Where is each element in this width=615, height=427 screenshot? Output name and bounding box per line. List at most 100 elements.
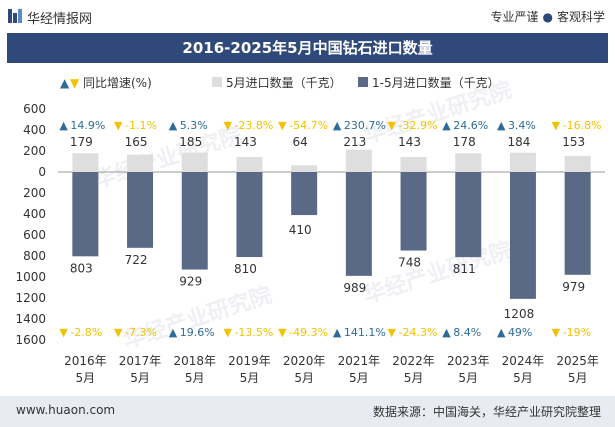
footer: www.huaon.com 数据来源：中国海关，华经产业研究院整理	[0, 396, 615, 427]
bar-monthly	[291, 165, 318, 172]
x-tick-label: 5月	[404, 371, 424, 385]
value-label-cumulative: 722	[125, 253, 148, 267]
x-tick-label: 2021年	[338, 354, 381, 368]
x-tick-label: 2018年	[173, 354, 216, 368]
top-bar: 华经情报网 专业严谨 ● 客观科学	[0, 0, 615, 32]
value-label-cumulative: 811	[453, 262, 476, 276]
y-tick-label: 400	[23, 207, 46, 221]
x-tick-label: 5月	[294, 371, 314, 385]
growth-cumulative-label: 49%	[508, 326, 532, 339]
value-label-cumulative: 410	[289, 223, 312, 237]
growth-down-icon: ▼	[388, 119, 397, 132]
bar-cumulative	[400, 172, 427, 251]
value-label-monthly: 178	[453, 135, 476, 149]
y-tick-label: 0	[38, 165, 46, 179]
bar-cumulative	[72, 172, 99, 257]
bar-monthly	[127, 154, 154, 172]
x-tick-label: 5月	[76, 371, 96, 385]
growth-monthly-label: 24.6%	[453, 119, 488, 132]
y-tick-label: 600	[23, 102, 46, 116]
growth-up-icon: ▲	[442, 326, 451, 339]
bar-monthly	[400, 156, 427, 172]
value-label-cumulative: 989	[343, 281, 366, 295]
bar-monthly	[509, 152, 536, 172]
site-name: 华经情报网	[27, 12, 93, 27]
growth-down-icon: ▼	[223, 326, 232, 339]
growth-down-icon: ▼	[388, 326, 397, 339]
value-label-monthly: 64	[293, 135, 308, 149]
y-tick-label: 1400	[15, 312, 46, 326]
growth-monthly-label: 3.4%	[508, 119, 536, 132]
bar-cumulative	[127, 172, 154, 248]
value-label-cumulative: 929	[179, 275, 202, 289]
x-tick-label: 5月	[568, 371, 588, 385]
legend-monthly-swatch	[212, 77, 222, 87]
y-tick-label: 400	[23, 123, 46, 137]
footer-url[interactable]: www.huaon.com	[16, 403, 116, 417]
x-tick-label: 5月	[185, 371, 205, 385]
logo-icon	[8, 9, 22, 23]
growth-monthly-label: -16.8%	[563, 119, 602, 132]
growth-monthly-label: -23.8%	[234, 119, 273, 132]
x-tick-label: 2017年	[119, 354, 162, 368]
growth-cumulative-label: 8.4%	[453, 326, 481, 339]
slogan-b: 客观科学	[556, 10, 605, 24]
value-label-monthly: 184	[507, 135, 530, 149]
growth-cumulative-label: -2.8%	[70, 326, 102, 339]
footer-source: 数据来源：中国海关，华经产业研究院整理	[372, 405, 601, 419]
growth-down-icon: ▼	[552, 119, 561, 132]
legend: ▲ ▼ 同比增速(%) 5月进口数量（千克） 1-5月进口数量（千克）	[60, 75, 500, 90]
x-tick-label: 5月	[130, 371, 150, 385]
bar-monthly	[564, 155, 591, 172]
growth-down-icon: ▼	[114, 119, 123, 132]
value-label-cumulative: 748	[398, 256, 421, 270]
growth-down-icon: ▼	[278, 326, 287, 339]
x-tick-label: 5月	[349, 371, 369, 385]
y-tick-label: 800	[23, 249, 46, 263]
growth-down-icon: ▼	[278, 119, 287, 132]
value-label-cumulative: 810	[234, 262, 257, 276]
x-tick-label: 2025年	[556, 354, 599, 368]
growth-cumulative-label: 19.6%	[180, 326, 215, 339]
growth-cumulative-label: -7.3%	[125, 326, 157, 339]
bar-cumulative	[455, 172, 482, 258]
legend-growth-label: 同比增速(%)	[83, 76, 152, 90]
growth-up-icon: ▲	[169, 119, 178, 132]
growth-down-icon: ▼	[223, 119, 232, 132]
growth-cumulative-label: -49.3%	[289, 326, 328, 339]
value-label-monthly: 153	[562, 135, 585, 149]
value-label-monthly: 143	[234, 135, 257, 149]
slogan: 专业严谨 ● 客观科学	[490, 8, 605, 25]
growth-monthly-label: -32.9%	[399, 119, 438, 132]
growth-cumulative-label: -19%	[563, 326, 591, 339]
x-tick-label: 5月	[513, 371, 533, 385]
x-tick-label: 2023年	[447, 354, 490, 368]
growth-up-icon: ▲	[333, 119, 342, 132]
slogan-a: 专业严谨	[490, 10, 539, 24]
chart-title: 2016-2025年5月中国钻石进口数量	[7, 33, 608, 63]
value-label-monthly: 165	[125, 135, 148, 149]
y-tick-label: 1000	[15, 270, 46, 284]
growth-cumulative-label: -13.5%	[234, 326, 273, 339]
bar-monthly	[236, 156, 263, 172]
bar-cumulative	[509, 172, 536, 299]
x-tick-label: 2020年	[283, 354, 326, 368]
growth-monthly-label: 5.3%	[180, 119, 208, 132]
growth-down-icon: ▼	[59, 326, 68, 339]
x-tick-label: 2024年	[502, 354, 545, 368]
legend-monthly-label: 5月进口数量（千克）	[226, 75, 342, 90]
growth-cumulative-label: -24.3%	[399, 326, 438, 339]
growth-up-icon: ▲	[59, 119, 68, 132]
growth-down-icon: ▼	[552, 326, 561, 339]
value-label-monthly: 143	[398, 135, 421, 149]
bar-cumulative	[345, 172, 372, 276]
value-label-cumulative: 979	[562, 280, 585, 294]
y-tick-label: 200	[23, 186, 46, 200]
value-label-monthly: 179	[70, 135, 93, 149]
bar-monthly	[345, 149, 372, 172]
growth-cumulative-label: 141.1%	[344, 326, 386, 339]
bar-cumulative	[181, 172, 208, 270]
growth-up-icon: ▲	[333, 326, 342, 339]
value-label-monthly: 185	[179, 135, 202, 149]
x-tick-label: 5月	[458, 371, 478, 385]
